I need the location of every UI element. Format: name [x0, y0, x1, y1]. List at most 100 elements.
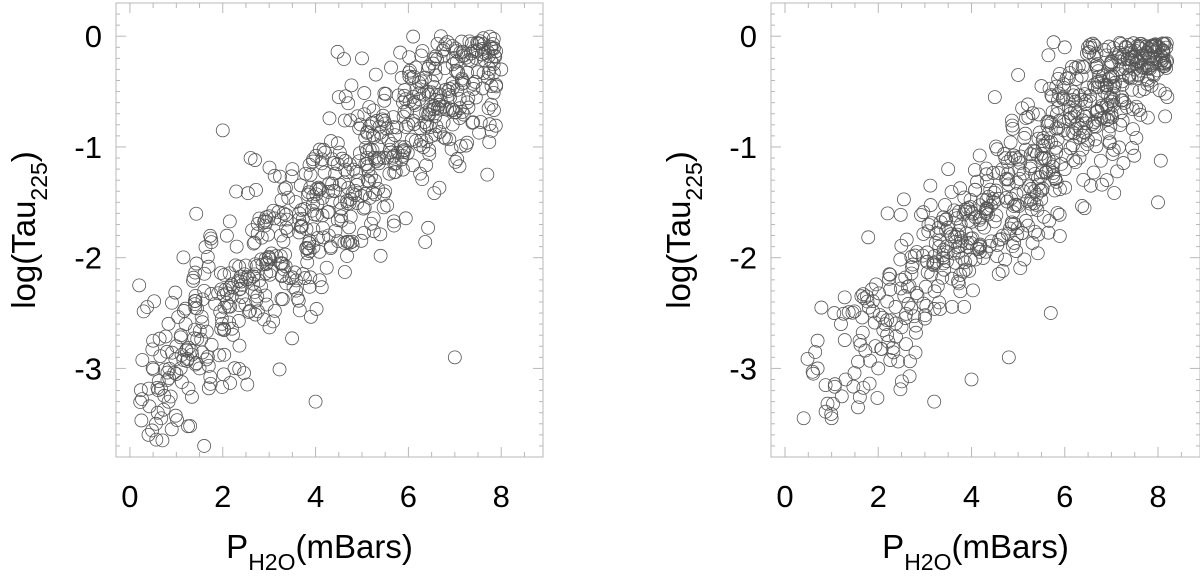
data-point [924, 267, 939, 282]
data-point [964, 214, 979, 229]
data-point [151, 383, 166, 398]
data-point [1054, 157, 1069, 171]
data-point [836, 306, 851, 321]
data-point [233, 281, 248, 296]
data-point [306, 222, 321, 237]
data-point [277, 182, 292, 197]
data-point [1090, 103, 1105, 118]
data-point [344, 78, 359, 93]
data-point [352, 146, 367, 161]
data-point [405, 158, 420, 173]
data-point [1106, 41, 1121, 55]
data-point [364, 116, 379, 131]
data-point [1001, 166, 1016, 181]
data-point [1056, 123, 1071, 138]
data-point [889, 316, 903, 331]
data-point [1043, 306, 1058, 320]
data-point [386, 120, 401, 135]
data-point [272, 362, 287, 377]
data-point [415, 44, 430, 58]
data-point [1089, 139, 1104, 154]
data-point [145, 423, 159, 438]
data-point [371, 156, 386, 171]
data-point [920, 245, 935, 260]
data-point [1106, 142, 1121, 157]
data-point [933, 215, 948, 230]
data-point [232, 361, 247, 376]
data-point [481, 101, 496, 116]
data-point [330, 157, 345, 172]
data-point [1007, 216, 1022, 231]
data-point [450, 82, 465, 97]
data-point [828, 377, 842, 392]
data-point [1036, 209, 1051, 224]
data-point [188, 322, 202, 337]
data-point [186, 273, 200, 288]
data-point [1138, 45, 1153, 60]
data-point [827, 379, 842, 394]
data-point [1106, 93, 1121, 107]
data-point [163, 389, 178, 404]
data-point [471, 65, 485, 80]
data-point [991, 267, 1006, 281]
data-point [428, 61, 443, 76]
data-point [1036, 131, 1051, 146]
data-point [893, 382, 908, 397]
data-point [377, 86, 392, 101]
data-point [197, 266, 212, 281]
data-point [1042, 213, 1057, 228]
data-point [275, 256, 290, 271]
data-point [428, 49, 443, 64]
data-point [910, 245, 924, 259]
data-point [1083, 88, 1098, 103]
plot-frame [770, 2, 1200, 458]
data-point [208, 296, 223, 311]
data-point [384, 60, 398, 75]
data-point [468, 90, 483, 105]
data-point [1031, 170, 1045, 185]
data-point [1039, 164, 1053, 179]
data-point [866, 304, 880, 319]
data-point [999, 172, 1013, 187]
data-point [947, 203, 962, 218]
data-point [845, 305, 860, 320]
data-point [145, 361, 160, 375]
data-point [1156, 44, 1171, 59]
data-point [438, 61, 452, 76]
data-point [936, 210, 951, 225]
data-point [328, 224, 343, 238]
data-point [1140, 77, 1155, 91]
data-point [1142, 60, 1156, 75]
data-point [800, 351, 815, 366]
data-point [1089, 46, 1104, 61]
data-point [246, 276, 260, 291]
data-point [173, 330, 188, 345]
data-point [473, 115, 488, 129]
data-point [841, 305, 856, 320]
data-point [1083, 178, 1098, 193]
chart-panel-1: 0 2 4 6 8 0 -1 -2 -3 PH2O(mBars) log(Tau225) [5, 2, 544, 575]
data-point [168, 285, 183, 300]
data-point [1087, 115, 1102, 129]
data-point [310, 196, 325, 211]
data-point [916, 296, 931, 311]
data-point [995, 264, 1010, 278]
data-point [294, 203, 309, 217]
data-point [436, 130, 451, 145]
data-point [361, 159, 375, 174]
data-point [259, 297, 274, 312]
data-point [1139, 39, 1154, 54]
data-point [900, 279, 915, 294]
data-point [881, 334, 896, 349]
data-point [394, 70, 409, 85]
data-point [368, 173, 382, 188]
data-point [1110, 164, 1124, 179]
data-point [340, 165, 355, 180]
data-point [976, 193, 990, 208]
data-point [902, 278, 917, 293]
data-point [414, 48, 429, 63]
data-point [963, 231, 978, 246]
data-point [1132, 83, 1147, 98]
data-point [178, 317, 193, 332]
x-axis-label: PH2O(mBars) [226, 528, 413, 575]
